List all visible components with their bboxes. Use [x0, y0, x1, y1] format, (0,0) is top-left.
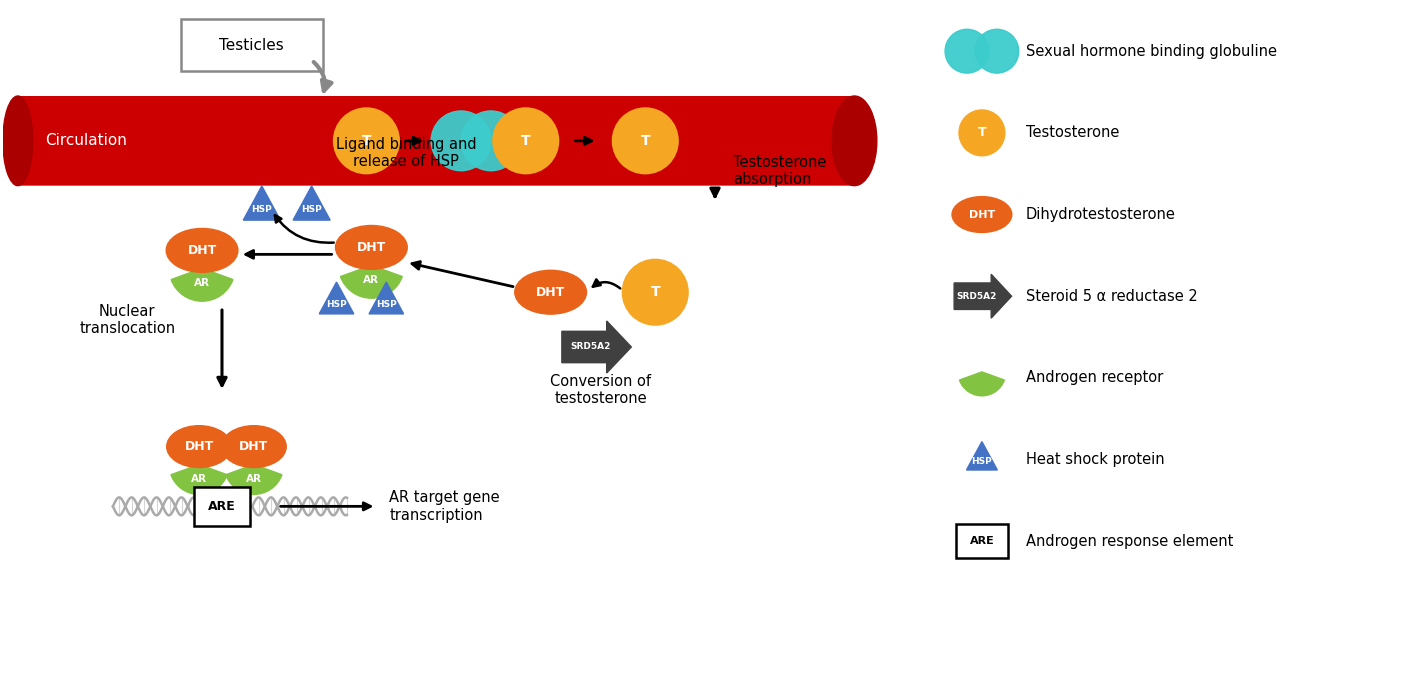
Ellipse shape [3, 96, 33, 185]
Wedge shape [226, 464, 281, 494]
Text: HSP: HSP [376, 300, 397, 309]
Text: DHT: DHT [187, 244, 217, 257]
Text: DHT: DHT [357, 241, 386, 254]
Text: SHBG: SHBG [477, 196, 514, 208]
Text: Androgen response element: Androgen response element [1025, 534, 1234, 549]
Wedge shape [340, 265, 403, 298]
Circle shape [960, 110, 1005, 156]
Text: Nuclear
translocation: Nuclear translocation [80, 304, 176, 336]
Text: AR: AR [363, 275, 380, 285]
Circle shape [623, 260, 688, 325]
Text: T: T [650, 285, 660, 299]
Text: DHT: DHT [184, 440, 214, 453]
Ellipse shape [336, 226, 407, 269]
Polygon shape [243, 186, 280, 220]
Text: T: T [361, 134, 371, 148]
Circle shape [334, 108, 400, 174]
Ellipse shape [166, 228, 238, 272]
Text: Androgen receptor: Androgen receptor [1025, 370, 1162, 385]
Ellipse shape [221, 426, 286, 468]
Text: Circulation: Circulation [44, 134, 127, 148]
Circle shape [431, 111, 491, 171]
Text: Sexual hormone binding globuline: Sexual hormone binding globuline [1025, 44, 1277, 59]
Circle shape [613, 108, 678, 174]
Text: Conversion of
testosterone: Conversion of testosterone [550, 374, 651, 406]
Text: Testosterone
absorption: Testosterone absorption [733, 154, 827, 187]
Polygon shape [967, 441, 997, 470]
Text: HSP: HSP [301, 205, 321, 214]
Circle shape [975, 29, 1018, 73]
Text: T: T [521, 134, 531, 148]
Text: ARE: ARE [208, 500, 236, 513]
Ellipse shape [952, 197, 1012, 233]
Text: HSP: HSP [251, 205, 273, 214]
Text: AR: AR [246, 475, 261, 484]
Text: Testosterone: Testosterone [1025, 125, 1120, 140]
Wedge shape [171, 268, 233, 301]
Text: SRD5A2: SRD5A2 [570, 343, 611, 352]
Text: AR: AR [194, 278, 210, 289]
FancyBboxPatch shape [181, 19, 323, 71]
Polygon shape [293, 186, 330, 220]
Circle shape [493, 108, 558, 174]
Wedge shape [171, 464, 227, 494]
Text: Ligand binding and
release of HSP: Ligand binding and release of HSP [336, 136, 477, 169]
Circle shape [945, 29, 990, 73]
Text: Testicles: Testicles [220, 37, 284, 53]
FancyBboxPatch shape [955, 525, 1008, 558]
FancyBboxPatch shape [194, 487, 250, 526]
Ellipse shape [516, 271, 587, 314]
Text: SRD5A2: SRD5A2 [957, 292, 997, 301]
Text: HSP: HSP [971, 457, 992, 466]
Text: Dihydrotestosterone: Dihydrotestosterone [1025, 207, 1175, 222]
Text: ARE: ARE [970, 536, 994, 546]
Text: T: T [641, 134, 650, 148]
Polygon shape [954, 274, 1011, 318]
Polygon shape [320, 282, 354, 314]
Ellipse shape [167, 426, 231, 468]
Text: DHT: DHT [536, 286, 565, 299]
Text: DHT: DHT [240, 440, 268, 453]
Wedge shape [960, 372, 1004, 396]
Text: Heat shock protein: Heat shock protein [1025, 452, 1164, 467]
FancyBboxPatch shape [17, 96, 854, 185]
Text: DHT: DHT [968, 210, 995, 219]
Circle shape [461, 111, 521, 171]
Text: Steroid 5 α reductase 2: Steroid 5 α reductase 2 [1025, 289, 1198, 304]
Polygon shape [368, 282, 404, 314]
Text: AR: AR [191, 475, 207, 484]
Ellipse shape [833, 96, 877, 185]
Text: AR target gene
transcription: AR target gene transcription [390, 490, 500, 522]
Polygon shape [561, 321, 631, 373]
Text: HSP: HSP [326, 300, 347, 309]
Text: T: T [978, 127, 987, 139]
